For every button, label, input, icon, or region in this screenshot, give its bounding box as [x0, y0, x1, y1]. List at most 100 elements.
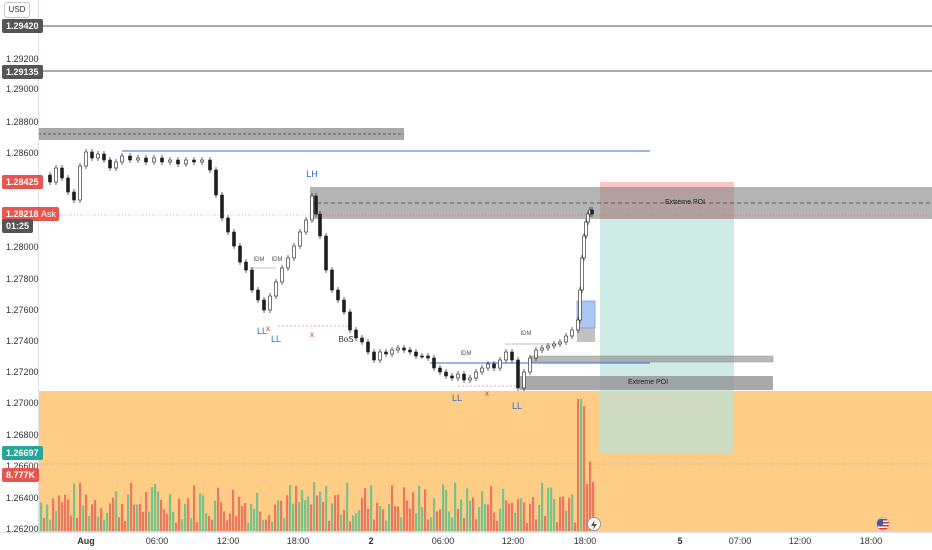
volume-bar: [250, 504, 253, 531]
candle-body: [510, 351, 514, 361]
volume-bar: [550, 487, 553, 531]
volume-bar: [277, 500, 280, 531]
volume-bar: [517, 499, 520, 531]
candle-body: [402, 347, 406, 351]
volume-bar: [370, 485, 373, 531]
candle-body: [438, 367, 442, 373]
candle-body: [450, 375, 454, 379]
candle-body: [354, 329, 358, 339]
volume-bar: [214, 500, 217, 531]
candle-body: [214, 169, 218, 196]
time-tick: 06:00: [431, 536, 455, 546]
volume-bar: [235, 516, 238, 531]
volume-bar: [526, 522, 529, 531]
volume-bar: [484, 504, 487, 531]
volume-bar: [343, 509, 346, 531]
time-axis-separator: [0, 532, 932, 533]
candle-body: [372, 351, 376, 361]
volume-bar: [289, 484, 292, 531]
volume-bar: [247, 522, 250, 531]
time-tick: Aug: [77, 536, 95, 546]
price-tick: 1.28000: [6, 242, 39, 252]
volume-bar: [568, 497, 571, 531]
lightning-icon[interactable]: [587, 517, 601, 531]
volume-bar: [106, 512, 109, 531]
volume-bar: [265, 519, 268, 531]
price-tick: 1.26200: [6, 524, 39, 534]
volume-bar: [178, 498, 181, 531]
take-profit-zone: [600, 219, 734, 453]
volume-bar: [559, 497, 562, 531]
volume-bar: [157, 491, 160, 531]
volume-bar: [211, 519, 214, 531]
candle-body: [314, 195, 318, 215]
candle-body: [576, 319, 580, 331]
volume-bar: [445, 489, 448, 531]
volume-bar: [262, 519, 265, 531]
time-tick: 06:00: [145, 536, 169, 546]
volume-bar: [499, 508, 502, 531]
candle-body: [468, 377, 472, 381]
volume-bar: [373, 519, 376, 531]
price-tick: 1.27800: [6, 274, 39, 284]
candle-body: [96, 153, 100, 159]
candle-body: [498, 359, 502, 369]
annotation-ll: LL: [511, 401, 523, 411]
volume-bar: [382, 509, 385, 531]
volume-bar: [544, 515, 547, 531]
candle-body: [444, 371, 448, 377]
time-tick: 12:00: [216, 536, 240, 546]
volume-bar: [223, 511, 226, 531]
volume-bar: [523, 502, 526, 531]
volume-bar: [490, 485, 493, 531]
candle-body: [220, 194, 224, 219]
candle-body: [366, 341, 370, 353]
volume-bar: [208, 515, 211, 531]
volume-bar: [46, 504, 49, 531]
current-price-tag: 1.28425: [2, 175, 43, 189]
currency-selector[interactable]: USD: [4, 2, 30, 18]
volume-bar: [142, 511, 145, 531]
volume-bar: [514, 512, 517, 531]
annotation-x: x: [266, 324, 270, 333]
annotation-bos: BoS: [338, 335, 354, 344]
volume-bar: [238, 496, 241, 531]
candle-body: [492, 363, 496, 369]
volume-bar: [529, 503, 532, 531]
volume-bar: [478, 507, 481, 531]
volume-bar: [181, 519, 184, 531]
volume-bar: [58, 495, 61, 531]
volume-bar: [259, 511, 262, 531]
ask-price-tag: 1.28218: [2, 207, 43, 221]
volume-bar: [448, 511, 451, 531]
annotation-idm: IDM: [460, 351, 472, 357]
annotation-ll: LL: [256, 326, 268, 336]
volume-bar: [115, 491, 118, 531]
candle-body: [540, 347, 544, 351]
candle-body: [558, 341, 562, 345]
time-tick: 07:00: [728, 536, 752, 546]
flag-us-icon[interactable]: [876, 517, 890, 531]
bar-countdown: 01:25: [2, 219, 34, 233]
candle-body: [586, 213, 590, 223]
volume-bar: [379, 506, 382, 531]
extreme-poi-zone: [520, 376, 773, 390]
candle-body: [280, 267, 284, 283]
green-level-tag: 1.26697: [2, 446, 43, 460]
volume-bar: [220, 502, 223, 531]
volume-bar: [55, 511, 58, 531]
volume-bar: [580, 399, 583, 531]
candle-body: [48, 174, 52, 183]
candle-body: [152, 157, 156, 163]
volume-bar: [319, 491, 322, 531]
candle-body: [200, 159, 204, 163]
price-level-tag: 1.29420: [2, 19, 43, 33]
volume-bar: [187, 498, 190, 531]
candle-body: [114, 161, 118, 169]
volume-bar: [346, 482, 349, 531]
candle-body: [528, 357, 532, 373]
annotation-lh: LH: [306, 169, 318, 179]
ask-label: Ask: [38, 207, 60, 221]
